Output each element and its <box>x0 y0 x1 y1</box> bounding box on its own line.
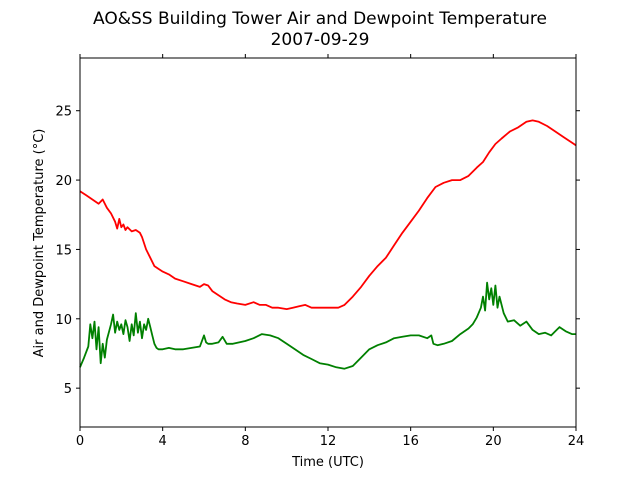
series-line-1 <box>79 281 576 370</box>
y-tick-label-5: 5 <box>64 382 72 397</box>
x-tick-label-4: 4 <box>159 434 167 449</box>
y-tick-label-15: 15 <box>55 243 72 258</box>
x-axis-label: Time (UTC) <box>291 455 364 470</box>
x-tick-label-24: 24 <box>568 434 585 449</box>
tick-layer: 0 4 8 12 16 20 24 5 10 15 20 25 <box>55 54 584 449</box>
x-tick-label-12: 12 <box>320 434 337 449</box>
y-tick-label-10: 10 <box>55 313 72 328</box>
x-tick-label-20: 20 <box>485 434 502 449</box>
x-tick-label-0: 0 <box>76 434 84 449</box>
chart-subtitle: 2007-09-29 <box>271 30 370 50</box>
x-tick-label-8: 8 <box>241 434 249 449</box>
y-tick-label-20: 20 <box>55 174 72 189</box>
series-line-0 <box>79 119 577 311</box>
series-layer <box>79 119 577 370</box>
y-tick-label-25: 25 <box>55 105 72 120</box>
x-tick-label-16: 16 <box>402 434 419 449</box>
y-axis-label: Air and Dewpoint Temperature (°C) <box>32 129 47 358</box>
plot-frame <box>79 57 577 428</box>
chart-title: AO&SS Building Tower Air and Dewpoint Te… <box>93 9 547 29</box>
